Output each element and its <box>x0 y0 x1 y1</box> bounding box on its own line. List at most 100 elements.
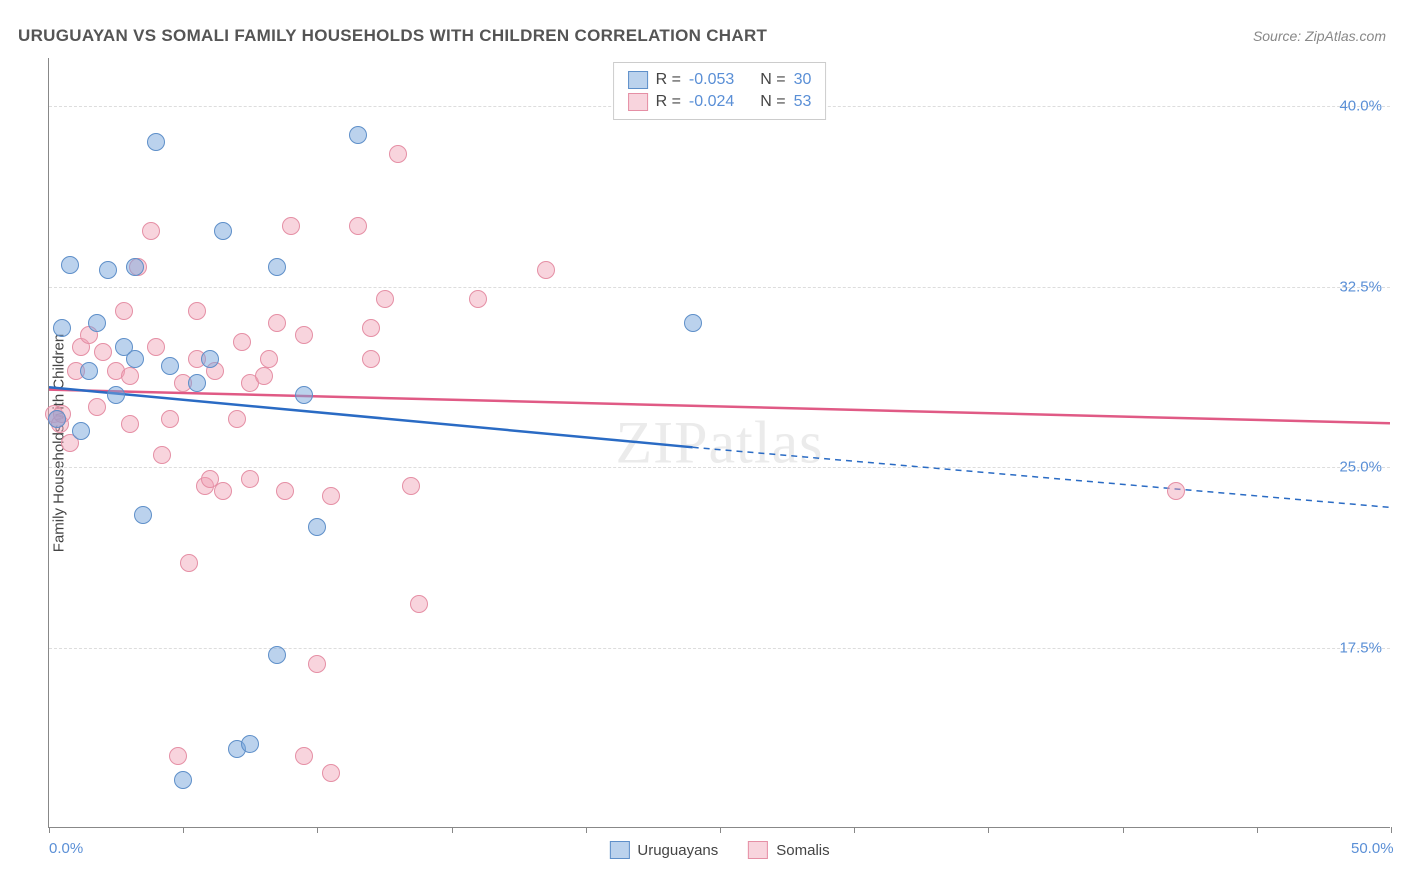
scatter-point-somalis <box>469 290 487 308</box>
r-value: -0.024 <box>689 93 734 111</box>
plot-area: Family Households with Children ZIPatlas… <box>48 58 1390 828</box>
x-tick-label: 0.0% <box>49 840 83 857</box>
series-legend: Uruguayans Somalis <box>609 841 829 859</box>
r-label: R = <box>656 71 681 89</box>
y-tick-label: 40.0% <box>1339 98 1382 115</box>
scatter-point-uruguayans <box>147 133 165 151</box>
scatter-point-somalis <box>308 655 326 673</box>
y-tick-label: 32.5% <box>1339 278 1382 295</box>
n-value: 30 <box>794 71 812 89</box>
x-tick <box>1391 827 1392 833</box>
x-tick <box>586 827 587 833</box>
x-tick <box>1123 827 1124 833</box>
y-tick-label: 25.0% <box>1339 459 1382 476</box>
scatter-point-uruguayans <box>241 735 259 753</box>
scatter-point-somalis <box>121 367 139 385</box>
scatter-point-uruguayans <box>174 771 192 789</box>
scatter-point-uruguayans <box>684 314 702 332</box>
pink-swatch-icon <box>628 93 648 111</box>
gridline <box>49 467 1390 468</box>
scatter-point-uruguayans <box>349 126 367 144</box>
x-tick <box>988 827 989 833</box>
scatter-point-somalis <box>169 747 187 765</box>
scatter-point-uruguayans <box>268 646 286 664</box>
scatter-point-somalis <box>537 261 555 279</box>
scatter-point-uruguayans <box>308 518 326 536</box>
series-legend-item: Somalis <box>748 841 829 859</box>
scatter-point-somalis <box>295 747 313 765</box>
scatter-point-uruguayans <box>188 374 206 392</box>
source-prefix: Source: <box>1253 28 1305 44</box>
x-tick <box>1257 827 1258 833</box>
scatter-point-uruguayans <box>295 386 313 404</box>
scatter-point-uruguayans <box>126 350 144 368</box>
scatter-point-somalis <box>214 482 232 500</box>
scatter-point-uruguayans <box>80 362 98 380</box>
scatter-point-uruguayans <box>88 314 106 332</box>
scatter-point-somalis <box>322 764 340 782</box>
scatter-point-uruguayans <box>48 410 66 428</box>
x-tick <box>183 827 184 833</box>
y-tick-label: 17.5% <box>1339 639 1382 656</box>
x-tick <box>452 827 453 833</box>
scatter-point-somalis <box>228 410 246 428</box>
blue-swatch-icon <box>628 71 648 89</box>
x-tick <box>49 827 50 833</box>
trend-lines <box>49 58 1390 827</box>
scatter-point-uruguayans <box>201 350 219 368</box>
scatter-point-uruguayans <box>214 222 232 240</box>
scatter-point-somalis <box>153 446 171 464</box>
scatter-point-somalis <box>362 350 380 368</box>
series-label: Somalis <box>776 842 829 859</box>
series-label: Uruguayans <box>637 842 718 859</box>
source-name: ZipAtlas.com <box>1305 28 1386 44</box>
x-tick <box>317 827 318 833</box>
series-legend-item: Uruguayans <box>609 841 718 859</box>
gridline <box>49 648 1390 649</box>
scatter-point-somalis <box>362 319 380 337</box>
scatter-point-somalis <box>276 482 294 500</box>
n-label: N = <box>760 71 785 89</box>
scatter-point-somalis <box>322 487 340 505</box>
source-attribution: Source: ZipAtlas.com <box>1253 28 1386 44</box>
scatter-point-uruguayans <box>268 258 286 276</box>
x-tick-label: 50.0% <box>1351 840 1394 857</box>
scatter-point-somalis <box>268 314 286 332</box>
stat-legend-row: R = -0.053 N = 30 <box>628 69 812 91</box>
r-value: -0.053 <box>689 71 734 89</box>
scatter-point-somalis <box>376 290 394 308</box>
scatter-point-somalis <box>241 470 259 488</box>
scatter-point-somalis <box>94 343 112 361</box>
scatter-point-somalis <box>255 367 273 385</box>
scatter-point-somalis <box>282 217 300 235</box>
scatter-point-somalis <box>188 302 206 320</box>
stat-legend: R = -0.053 N = 30R = -0.024 N = 53 <box>613 62 827 120</box>
blue-swatch-icon <box>609 841 629 859</box>
gridline <box>49 287 1390 288</box>
x-tick <box>720 827 721 833</box>
scatter-point-uruguayans <box>61 256 79 274</box>
scatter-point-uruguayans <box>161 357 179 375</box>
x-tick <box>854 827 855 833</box>
n-value: 53 <box>794 93 812 111</box>
scatter-point-somalis <box>233 333 251 351</box>
scatter-point-somalis <box>161 410 179 428</box>
stat-legend-row: R = -0.024 N = 53 <box>628 91 812 113</box>
scatter-point-somalis <box>115 302 133 320</box>
scatter-point-uruguayans <box>126 258 144 276</box>
scatter-point-uruguayans <box>107 386 125 404</box>
scatter-point-somalis <box>121 415 139 433</box>
scatter-point-somalis <box>349 217 367 235</box>
chart-title: URUGUAYAN VS SOMALI FAMILY HOUSEHOLDS WI… <box>18 26 767 46</box>
scatter-point-somalis <box>88 398 106 416</box>
pink-swatch-icon <box>748 841 768 859</box>
scatter-point-uruguayans <box>134 506 152 524</box>
scatter-point-uruguayans <box>53 319 71 337</box>
scatter-point-uruguayans <box>99 261 117 279</box>
n-label: N = <box>760 93 785 111</box>
scatter-point-somalis <box>260 350 278 368</box>
r-label: R = <box>656 93 681 111</box>
scatter-point-somalis <box>389 145 407 163</box>
scatter-point-somalis <box>402 477 420 495</box>
scatter-point-uruguayans <box>72 422 90 440</box>
